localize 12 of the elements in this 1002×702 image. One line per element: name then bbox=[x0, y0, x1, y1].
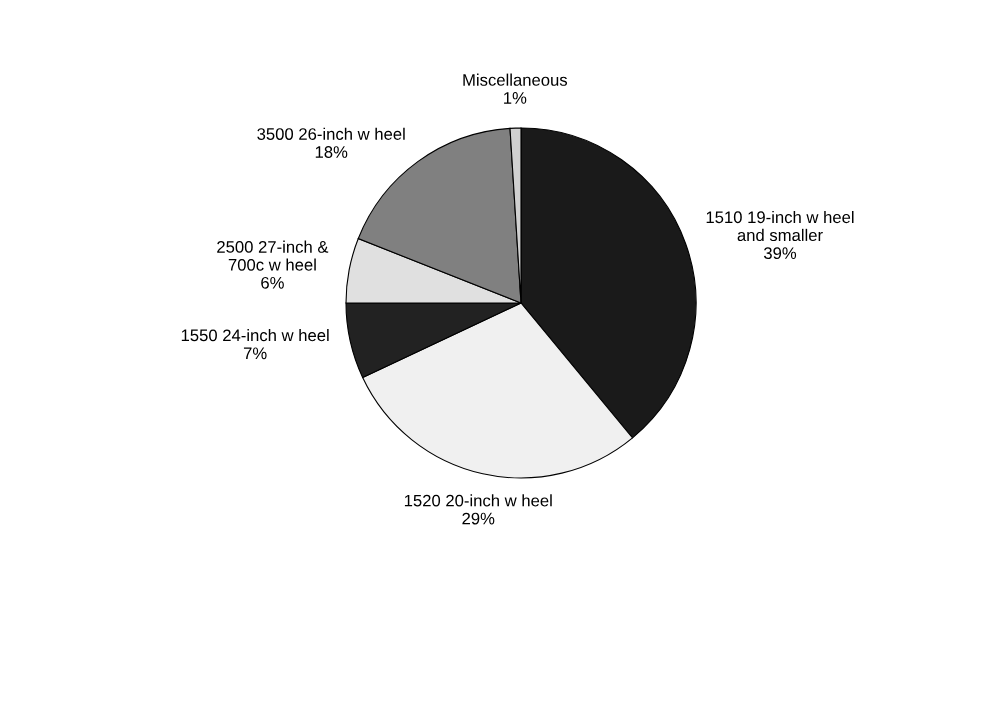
data-label: 29% bbox=[462, 512, 495, 525]
data-label: 1% bbox=[504, 92, 527, 104]
data-label: 7% bbox=[243, 347, 267, 360]
slice-label: 1510 19-inch w heel and smaller bbox=[706, 210, 854, 242]
slice-label: 1520 20-inch w heel bbox=[404, 494, 552, 507]
slice-label: 1550 24-inch w heel bbox=[181, 329, 329, 342]
data-label: 39% bbox=[763, 247, 797, 260]
slice-label: Miscellaneous bbox=[463, 73, 568, 86]
slice-label: 2500 27-inch & 700c w heel bbox=[217, 240, 329, 271]
data-label: 18% bbox=[315, 146, 348, 158]
slice-label: 3500 26-inch w heel bbox=[257, 127, 405, 140]
data-label: 6% bbox=[261, 276, 284, 289]
